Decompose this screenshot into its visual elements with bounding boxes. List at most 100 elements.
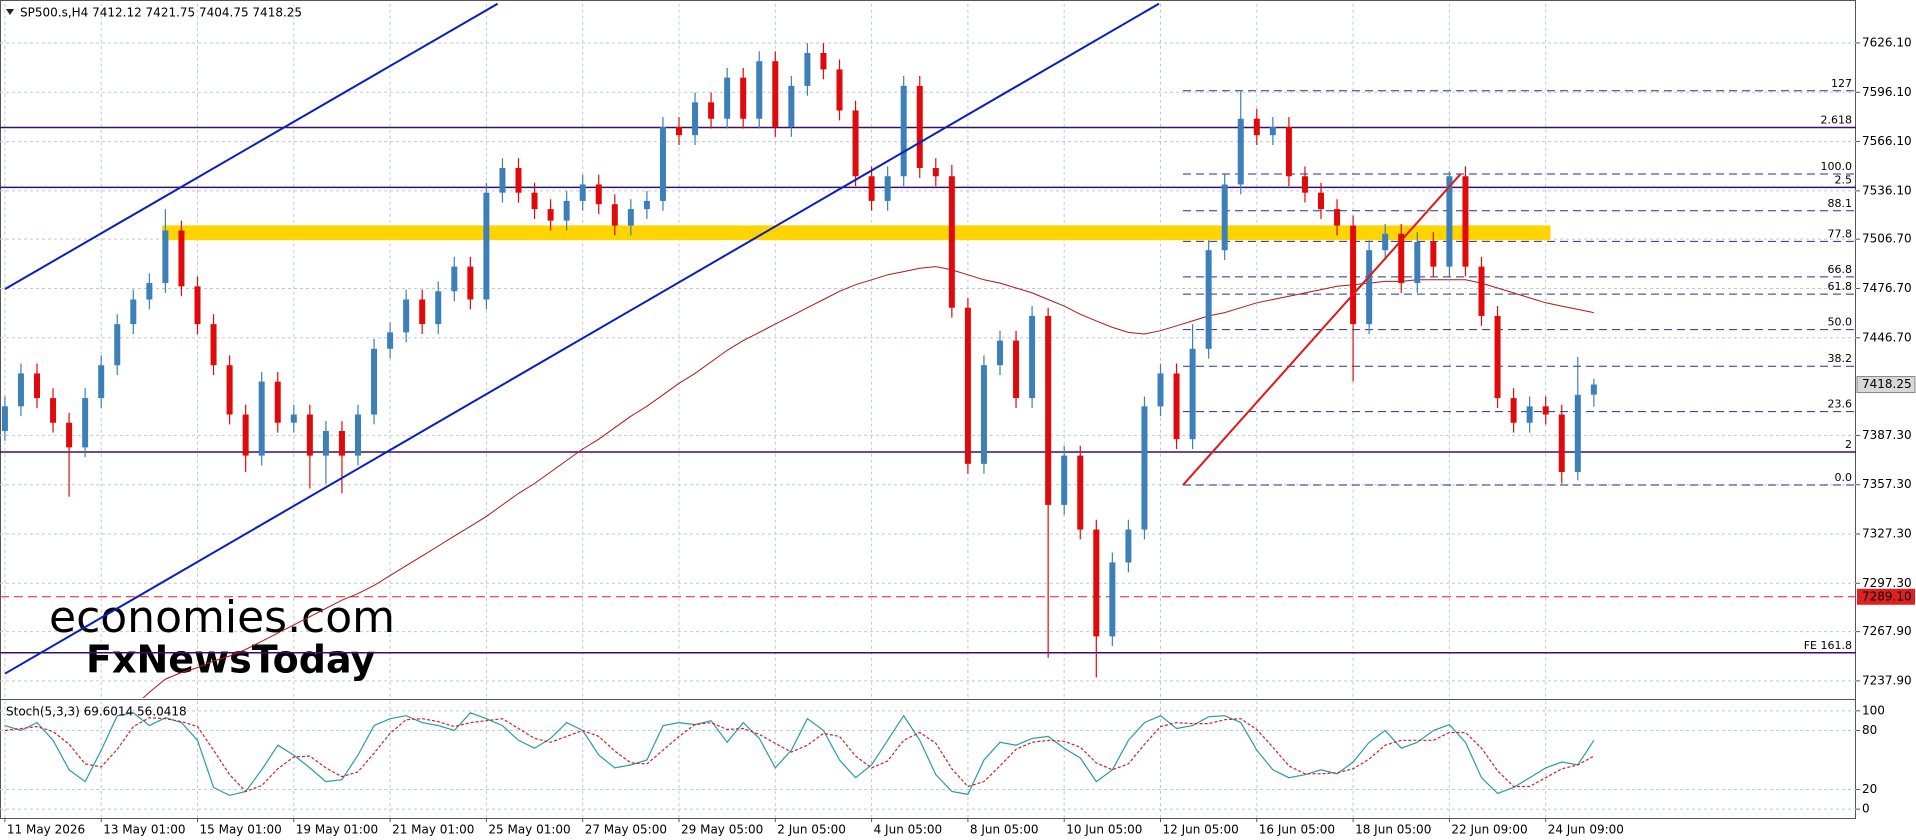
candle-body: [387, 332, 394, 349]
candle-body: [692, 102, 699, 136]
candle-body: [1221, 184, 1228, 251]
candle-body: [338, 430, 345, 456]
candle-body: [290, 414, 297, 423]
candle-body: [178, 230, 185, 287]
candle-body: [627, 209, 634, 226]
candle-body: [916, 85, 923, 169]
candle-body: [1189, 348, 1196, 440]
stoch-line: [4, 717, 1595, 793]
candle-body: [676, 126, 682, 136]
x-tick-label: 18 Jun 05:00: [1355, 823, 1431, 837]
x-tick-label: 16 Jun 05:00: [1259, 823, 1335, 837]
candle-body: [740, 77, 747, 119]
candle-body: [1173, 373, 1180, 440]
candle-body: [804, 52, 811, 86]
candle-body: [1334, 209, 1341, 226]
main-pane: [0, 3, 1856, 698]
candle-body: [1398, 233, 1405, 284]
candle-body: [1093, 529, 1100, 637]
stoch-title: Stoch(5,3,3) 69.6014 56.0418: [6, 705, 187, 719]
y-tick-label: 7297.30: [1862, 576, 1912, 590]
candle-body: [1029, 315, 1036, 399]
current-price-label: 7418.25: [1862, 377, 1912, 391]
trendline: [4, 3, 499, 291]
candle-body: [724, 77, 731, 119]
candle-body: [756, 61, 763, 119]
candle-body: [964, 307, 971, 464]
candle-body: [1494, 315, 1501, 399]
candle-body: [1285, 126, 1292, 177]
candle-body: [852, 110, 859, 177]
x-tick-label: 13 May 01:00: [103, 823, 185, 837]
menu-icon: [6, 9, 14, 15]
candle-body: [467, 266, 474, 300]
plot-frame: [0, 0, 1856, 819]
x-tick-label: 4 Jun 05:00: [874, 823, 943, 837]
horizontal-line-label: 2.5: [1835, 173, 1853, 186]
y-tick-label: 7446.70: [1862, 330, 1912, 344]
y-tick-label: 7536.10: [1862, 183, 1912, 197]
y-tick-label: 7327.30: [1862, 526, 1912, 540]
x-tick-label: 24 Jun 09:00: [1548, 823, 1624, 837]
candle-body: [1414, 241, 1421, 284]
candle-body: [355, 414, 361, 456]
candle-body: [1045, 315, 1052, 505]
candle-body: [274, 381, 281, 423]
candle-body: [114, 324, 121, 366]
candle-body: [1430, 241, 1437, 267]
candle-body: [371, 348, 378, 415]
stoch-line: [4, 712, 1595, 797]
candle-body: [563, 200, 570, 221]
support-zone: [162, 225, 1551, 241]
candle-body: [1350, 225, 1357, 325]
candle-body: [1542, 406, 1549, 415]
candle-body: [788, 85, 795, 127]
candle-body: [130, 299, 137, 325]
candle-body: [1, 406, 8, 431]
candle-body: [820, 52, 827, 70]
candle-body: [1125, 529, 1132, 563]
y-tick-label: 100: [1862, 703, 1885, 717]
x-tick-label: 8 Jun 05:00: [970, 823, 1039, 837]
candle-body: [547, 209, 554, 221]
candle-body: [515, 168, 522, 193]
candle-body: [1558, 414, 1565, 473]
fib-label: 0.0: [1835, 471, 1853, 484]
candle-body: [1157, 373, 1164, 407]
candle-body: [1574, 394, 1581, 473]
candle-body: [1013, 340, 1020, 399]
x-tick-label: 22 Jun 09:00: [1451, 823, 1527, 837]
candle-body: [980, 365, 987, 464]
x-tick-label: 25 May 01:00: [488, 823, 570, 837]
candle-body: [258, 381, 265, 456]
candle-body: [932, 168, 939, 177]
y-tick-label: 7476.70: [1862, 281, 1912, 295]
candle-body: [1318, 192, 1324, 210]
candle-body: [1077, 455, 1084, 530]
horizontal-line-label: 2: [1845, 438, 1852, 451]
horizontal-line-label: FE 161.8: [1804, 639, 1852, 652]
candle-body: [98, 365, 105, 399]
candle-body: [403, 299, 410, 333]
fib-label: 61.8: [1828, 280, 1853, 293]
candle-body: [419, 299, 426, 325]
candle-body: [708, 102, 715, 119]
label-layer: SP500.s,H4 7412.12 7421.75 7404.75 7418.…: [4, 6, 1916, 837]
candle-body: [997, 340, 1003, 366]
candle-body: [1061, 455, 1068, 505]
trendline: [1182, 173, 1462, 486]
x-tick-label: 2 Jun 05:00: [777, 823, 846, 837]
watermark: economies.com: [49, 592, 395, 643]
stop-price-box: [1857, 588, 1915, 605]
candle-body: [1301, 176, 1308, 193]
y-tick-label: 0: [1862, 802, 1870, 816]
candle-body: [1366, 250, 1373, 325]
candle-body: [50, 398, 57, 423]
candle-body: [322, 430, 329, 456]
x-tick-label: 21 May 01:00: [392, 823, 474, 837]
candle-body: [194, 286, 201, 325]
y-tick-label: 20: [1862, 782, 1877, 796]
fib-label: 50.0: [1828, 316, 1853, 329]
